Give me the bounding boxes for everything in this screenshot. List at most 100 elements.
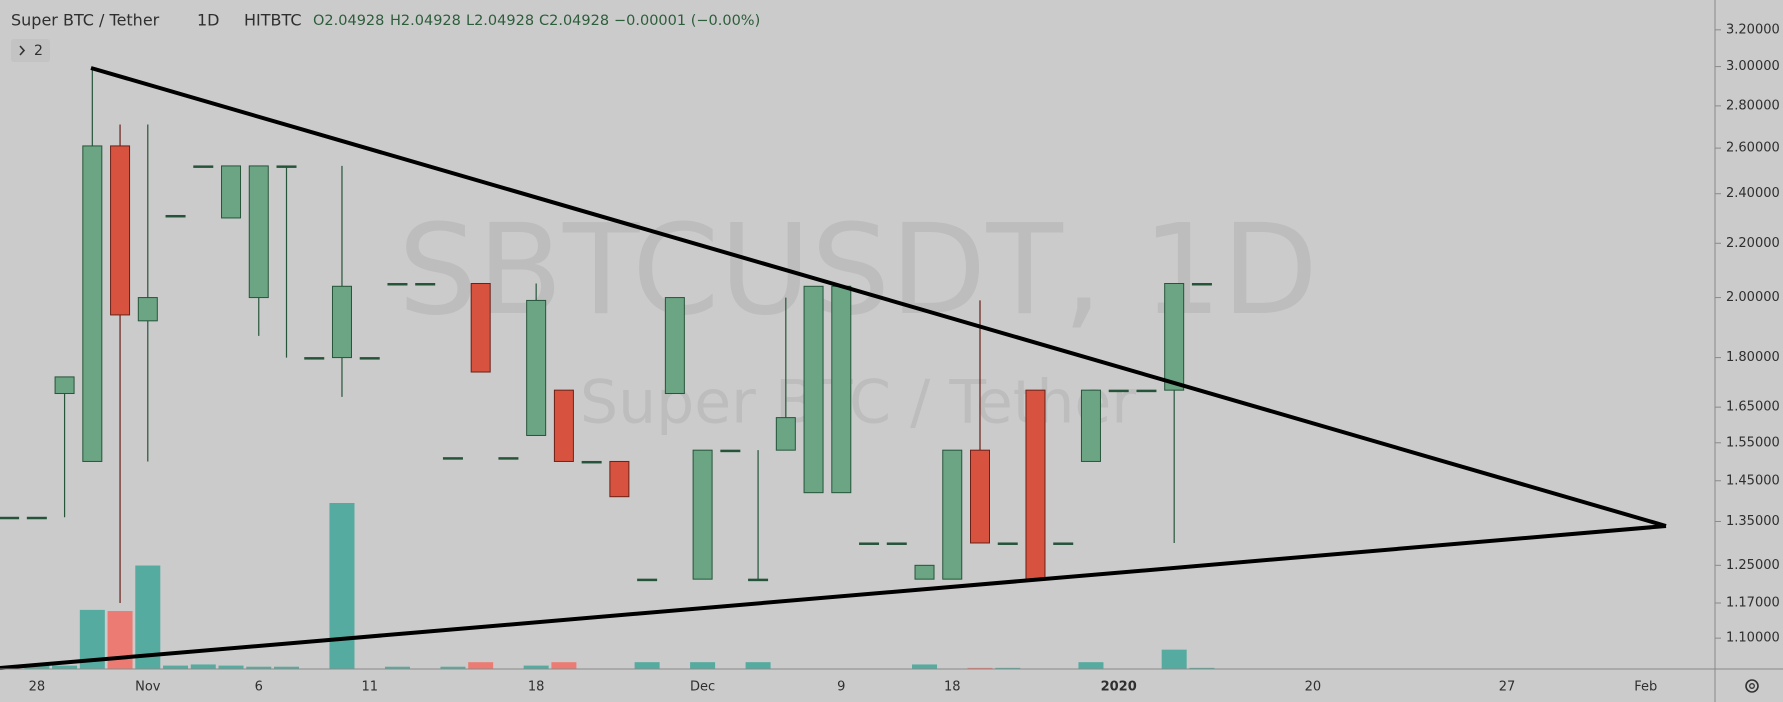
x-tick-label: 27 [1499,680,1516,695]
symbol-title[interactable]: Super BTC / Tether [11,11,160,30]
trendlines [0,66,1667,670]
time-axis[interactable]: 28 Nov 6 11 18 Dec 9 18 2020 20 27 Feb [29,680,1658,695]
candle-body [470,283,491,373]
candle-body [637,578,658,582]
candle-body [997,542,1018,545]
indicator-badge[interactable] [11,39,50,62]
candle-body [859,542,880,545]
candle-body [526,299,547,436]
candle-body [26,516,47,520]
watermark-name: Super BTC / Tether [580,368,1136,438]
y-tick-label: 2.80000 [1726,98,1780,113]
legend-open: O2.04928 [313,13,384,29]
candle-body [137,297,158,322]
y-tick-label: 1.25000 [1726,558,1780,573]
candle-body [831,285,852,494]
y-tick-label: 2.00000 [1726,290,1780,305]
trendline-upper[interactable] [90,66,1667,528]
candle-body [248,165,269,299]
candle-body [1053,542,1074,545]
x-tick-label: 9 [837,680,845,695]
interval[interactable]: 1D [197,11,220,30]
volume-bar [135,565,161,669]
volume-bar [967,667,993,669]
x-tick-label: 20 [1305,680,1322,695]
volume-bar [1078,662,1104,669]
legend-close: C2.04928 [539,13,609,29]
y-tick-label: 1.45000 [1726,473,1780,488]
volume-bar [329,503,355,669]
candle-body [692,449,713,580]
volume-bar [995,667,1021,669]
volume-bar [190,664,216,669]
gear-icon[interactable] [1745,679,1759,693]
y-tick-label: 1.55000 [1726,435,1780,450]
candle-body [748,578,769,582]
volume-bar [384,666,410,669]
volume-bar [634,662,660,669]
trendline-lower[interactable] [0,524,1667,670]
volume-bar [1161,649,1187,669]
y-tick-label: 1.65000 [1726,400,1780,415]
volume-bar [163,665,189,669]
candle-body [553,389,574,462]
candle-body [304,357,325,360]
x-tick-label: Nov [135,680,161,695]
volume-bar [440,666,466,669]
candle-body [775,417,796,451]
y-tick-label: 2.20000 [1726,236,1780,251]
candle-body [82,145,103,462]
x-tick-label: 28 [29,680,46,695]
candle-body [221,165,242,219]
volume-bar [745,662,771,669]
volume-bar [24,665,50,669]
legend-change: −0.00001 (−0.00%) [614,13,760,29]
candle-body [331,285,352,359]
x-tick-label: 6 [255,680,263,695]
y-tick-label: 1.80000 [1726,350,1780,365]
indicator-count: 2 [34,43,43,59]
candle-body [193,165,214,168]
candle-body [359,357,380,360]
candle-body [276,165,297,168]
candle-body [442,457,463,460]
x-tick-label: 11 [361,680,378,695]
volume-bar [523,665,549,669]
x-tick-label: Feb [1634,680,1657,695]
settings-button[interactable] [1745,679,1759,693]
candle-body [498,457,519,460]
x-tick-label: Dec [690,680,715,695]
candle-body [1108,389,1129,393]
x-tick-label: 18 [944,680,961,695]
candle-body [165,214,186,218]
y-tick-label: 2.60000 [1726,141,1780,156]
y-tick-label: 1.17000 [1726,595,1780,610]
candle-body [1164,283,1185,391]
candle-body [0,516,20,520]
chevron-icon [19,45,26,56]
candle-body [54,376,75,395]
price-axis[interactable]: 3.20000 3.00000 2.80000 2.60000 2.40000 2.200… [1715,22,1780,646]
volume-bar [690,662,716,669]
candle-body [1191,283,1212,286]
y-tick-label: 3.00000 [1726,59,1780,74]
volume-bar [274,666,299,669]
volume-bar [912,664,938,669]
y-tick-label: 3.20000 [1726,22,1780,37]
x-tick-label: 2020 [1101,680,1137,695]
volume-bar [1189,667,1215,669]
y-tick-label: 1.35000 [1726,514,1780,529]
legend-high: H2.04928 [390,13,461,29]
candle-body [1025,389,1046,580]
candle-body [609,460,630,498]
candle-body [803,285,824,494]
legend-low: L2.04928 [466,13,534,29]
indicator-toggle[interactable]: 2 [11,39,50,62]
candle-body [664,297,685,395]
gear-hub [1749,683,1755,689]
volume-bar [52,665,78,669]
candle-body [886,542,907,545]
